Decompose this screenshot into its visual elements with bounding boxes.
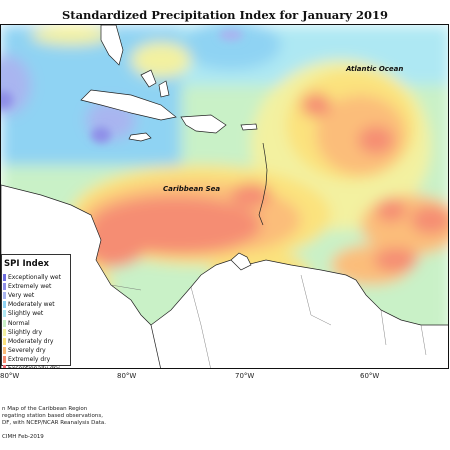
- legend-item-label: Extremely wet: [8, 283, 52, 291]
- legend-swatch: [3, 283, 6, 291]
- legend-item: Severely dry: [3, 346, 61, 355]
- country-borders: [110, 274, 427, 368]
- legend-item-label: Very wet: [8, 292, 35, 300]
- legend-swatch: [3, 292, 6, 300]
- legend-item-label: Exceptionally dry: [8, 364, 60, 369]
- legend-swatch: [3, 364, 6, 368]
- lon-tick-2: 80°W: [117, 372, 137, 380]
- lon-tick-1: 80°W: [0, 372, 20, 380]
- south-america-land: [150, 259, 448, 368]
- legend-swatch: [3, 355, 6, 363]
- legend-swatch: [3, 274, 6, 282]
- legend-item: Exceptionally dry: [3, 364, 61, 369]
- legend-item: Extremely wet: [3, 282, 61, 291]
- spi-field: [1, 25, 448, 368]
- legend-item: Slightly dry: [3, 328, 61, 337]
- legend-swatch: [3, 310, 6, 318]
- florida-peninsula: [100, 25, 124, 66]
- legend-item-label: Normal: [8, 319, 30, 327]
- spi-map: Atlantic Ocean Caribbean Sea SPI Index E…: [0, 24, 449, 369]
- footnote-credit: CIMH Feb-2019: [2, 434, 44, 440]
- lon-tick-3: 70°W: [235, 372, 255, 380]
- spi-map-canvas: [1, 25, 448, 368]
- legend-item: Moderately dry: [3, 337, 61, 346]
- legend-swatch: [3, 337, 6, 345]
- legend-swatch: [3, 301, 6, 309]
- footnote-line-1: n Map of the Caribbean Region: [2, 406, 88, 412]
- legend-item: Slightly wet: [3, 309, 61, 318]
- hispaniola-island: [180, 114, 227, 134]
- lesser-antilles-arc: [258, 142, 268, 226]
- map-title: Standardized Precipitation Index for Jan…: [61, 8, 389, 22]
- caribbean-sea-label: Caribbean Sea: [163, 185, 221, 193]
- bahamas-islands: [140, 69, 170, 98]
- atlantic-ocean-label: Atlantic Ocean: [346, 65, 404, 73]
- footnote-line-3: DF, with NCEP/NCAR Reanalysis Data.: [2, 420, 107, 426]
- legend-item-label: Slightly wet: [8, 310, 44, 318]
- footnote-line-2: regating station based observations,: [2, 413, 103, 419]
- legend-item: Normal: [3, 318, 61, 327]
- legend-item-label: Moderately wet: [8, 301, 55, 309]
- puerto-rico-island: [240, 123, 258, 131]
- legend-item: Exceptionally wet: [3, 273, 61, 282]
- jamaica-island: [128, 132, 152, 142]
- cuba-island: [80, 89, 177, 121]
- legend-list: Exceptionally wet Extremely wet Very wet Mo…: [3, 273, 61, 369]
- legend-item: Extremely dry: [3, 355, 61, 364]
- legend-item: Moderately wet: [3, 300, 61, 309]
- legend-swatch: [3, 346, 6, 354]
- legend-swatch: [3, 328, 6, 336]
- legend-item-label: Moderately dry: [8, 337, 54, 345]
- legend-item: Very wet: [3, 291, 61, 300]
- legend-item-label: Slightly dry: [8, 328, 43, 336]
- legend-title: SPI Index: [4, 259, 50, 269]
- legend-item-label: Severely dry: [8, 346, 46, 354]
- legend-swatch: [3, 319, 6, 327]
- lake-maracaibo-coast: [230, 252, 252, 271]
- legend-item-label: Exceptionally wet: [8, 274, 61, 282]
- lon-tick-4: 60°W: [360, 372, 380, 380]
- legend-item-label: Extremely dry: [8, 355, 51, 363]
- spi-legend: SPI Index Exceptionally wet Extremely wet…: [1, 254, 71, 369]
